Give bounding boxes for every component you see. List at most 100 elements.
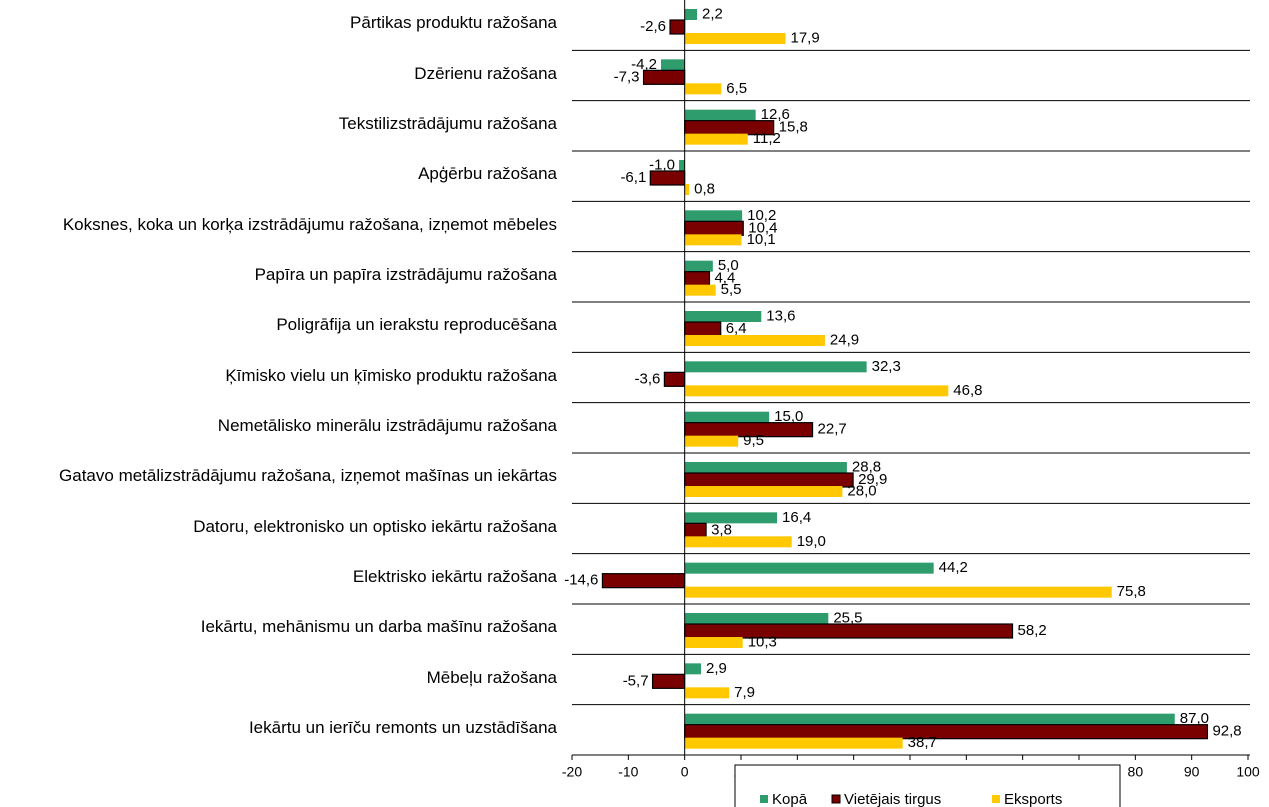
- bar: [684, 361, 867, 373]
- data-label: 17,9: [791, 29, 820, 46]
- x-tick-label: 90: [1184, 764, 1200, 780]
- data-label: 75,8: [1117, 583, 1146, 600]
- bar: [601, 573, 686, 589]
- category-label: Apģērbu ražošana: [418, 164, 557, 184]
- bar: [684, 472, 854, 488]
- bar: [684, 536, 792, 548]
- bar: [661, 59, 685, 71]
- category-label: Iekārtu, mehānismu un darba mašīnu ražoš…: [200, 617, 557, 637]
- x-tick-label: 100: [1236, 764, 1260, 780]
- data-label: 2,2: [702, 5, 723, 22]
- x-tick-label: -10: [618, 764, 638, 780]
- data-label: 15,0: [774, 408, 803, 425]
- category-label: Papīra un papīra izstrādājumu ražošana: [254, 264, 557, 284]
- bar: [642, 69, 686, 85]
- data-label: 13,6: [766, 307, 795, 324]
- data-label: 28,8: [852, 458, 881, 475]
- data-label: 11,2: [753, 130, 781, 147]
- bar: [684, 133, 748, 145]
- data-label: 10,1: [747, 231, 776, 248]
- legend-swatch: [760, 795, 768, 803]
- category-label: Koksnes, koka un korķa izstrādājumu ražo…: [62, 214, 557, 234]
- bar: [684, 737, 903, 749]
- bar: [669, 19, 686, 35]
- bar: [684, 724, 1209, 740]
- bar: [684, 109, 756, 121]
- bar: [684, 623, 1014, 639]
- data-label: 10,4: [748, 219, 777, 236]
- data-label: 10,3: [748, 633, 777, 650]
- legend-label: Kopā: [772, 791, 808, 807]
- data-label: 5,0: [718, 257, 739, 274]
- category-label: Tekstilizstrādājumu ražošana: [338, 113, 557, 133]
- data-label: 16,4: [782, 509, 811, 526]
- data-label: -7,3: [614, 68, 640, 85]
- data-label: 6,5: [726, 80, 747, 97]
- x-tick-label: 0: [681, 764, 689, 780]
- bar: [684, 512, 778, 524]
- bar: [684, 260, 713, 272]
- category-label: Ķīmisko vielu un ķīmisko produktu ražoša…: [225, 365, 557, 385]
- bar: [684, 335, 825, 346]
- data-label: 38,7: [908, 734, 937, 751]
- category-label: Nemetālisko minerālu izstrādājumu ražoša…: [217, 415, 557, 435]
- data-label: 2,9: [706, 660, 727, 677]
- bar: [684, 311, 762, 322]
- data-label: 4,4: [714, 270, 735, 287]
- bar: [684, 271, 711, 287]
- bar: [684, 184, 690, 195]
- category-label: Mēbeļu ražošana: [426, 667, 557, 687]
- data-label: 22,7: [818, 421, 847, 438]
- data-label: 58,2: [1018, 622, 1047, 639]
- legend-box: [734, 764, 1121, 807]
- bar: [684, 486, 843, 497]
- bar: [663, 371, 686, 387]
- bar: [684, 562, 934, 574]
- bar: [684, 284, 716, 296]
- data-label: -6,1: [620, 169, 646, 186]
- data-label: -14,6: [564, 572, 598, 589]
- category-label: Poligrāfija un ierakstu reproducēšana: [276, 315, 557, 335]
- bar: [684, 522, 707, 538]
- data-label: 19,0: [797, 533, 826, 550]
- data-label: 5,5: [721, 281, 742, 298]
- bar: [651, 673, 686, 689]
- legend-swatch: [992, 795, 1000, 803]
- bar: [684, 687, 730, 699]
- category-label: Gatavo metālizstrādājumu ražošana, izņem…: [59, 466, 557, 486]
- data-label: 15,8: [779, 119, 808, 136]
- data-label: 25,5: [833, 609, 862, 626]
- bar: [684, 435, 739, 447]
- bar: [684, 321, 722, 337]
- data-label: -1,0: [649, 156, 675, 173]
- data-label: -3,6: [635, 370, 661, 387]
- legend-label: Vietējais tirgus: [844, 791, 941, 807]
- data-label: 0,8: [694, 180, 715, 197]
- x-tick-label: 80: [1128, 764, 1144, 780]
- bar: [684, 83, 722, 95]
- data-label: 87,0: [1180, 710, 1209, 727]
- data-label: -2,6: [640, 18, 666, 35]
- bar: [684, 9, 698, 20]
- bar: [684, 637, 743, 648]
- data-label: 92,8: [1212, 723, 1241, 740]
- data-label: 7,9: [734, 684, 755, 701]
- data-label: 44,2: [939, 559, 968, 576]
- data-label: -5,7: [623, 672, 649, 689]
- data-label: 6,4: [726, 320, 747, 337]
- bar: [684, 411, 770, 423]
- bar: [684, 586, 1112, 598]
- category-label: Dzērienu ražošana: [414, 63, 557, 83]
- bar: [684, 220, 744, 236]
- x-tick-label: -20: [562, 764, 582, 780]
- data-label: 12,6: [761, 106, 790, 123]
- data-label: 32,3: [872, 358, 901, 375]
- bar: [684, 462, 847, 473]
- bar: [684, 210, 743, 222]
- data-label: 28,0: [847, 482, 876, 499]
- data-label: -4,2: [631, 56, 657, 73]
- data-label: 3,8: [711, 521, 732, 538]
- bar: [684, 385, 949, 397]
- legend-swatch: [831, 794, 841, 804]
